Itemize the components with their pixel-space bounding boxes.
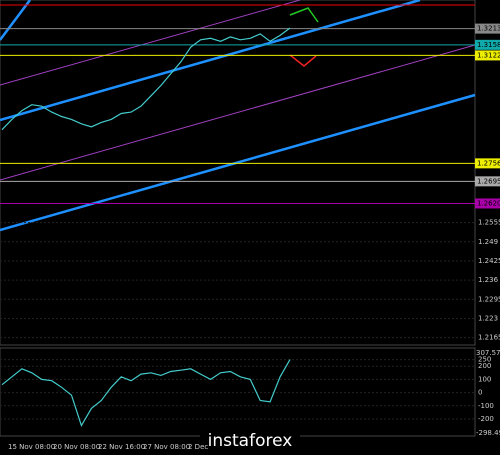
x-tick-label: 22 Nov 16:00 — [98, 443, 145, 451]
y-tick-label: 1.223 — [478, 314, 498, 322]
x-tick-label: 15 Nov 08:00 — [8, 443, 55, 451]
level-label: 1.3122 — [477, 51, 500, 59]
level-label: 1.3213 — [477, 25, 500, 33]
trend-line — [0, 0, 31, 41]
trend-line — [0, 93, 476, 232]
level-label-box — [475, 198, 500, 209]
y-tick-label: -100 — [478, 402, 494, 410]
y-tick-label: 250 — [478, 356, 491, 364]
y-tick-label: 1.2425 — [478, 257, 500, 265]
y-tick-label: 1.236 — [478, 276, 499, 284]
axis-limit-label: 307.5709 — [476, 349, 500, 357]
forecast-arrow — [289, 7, 319, 23]
level-label: 1.2620 — [477, 199, 500, 207]
y-tick-label: -200 — [478, 415, 494, 423]
level-label: 1.2756 — [477, 159, 500, 167]
y-tick-label: 1.249 — [478, 238, 498, 246]
level-label: 1.3158 — [477, 41, 500, 49]
y-tick-label: 200 — [478, 362, 491, 370]
x-tick-label: 20 Nov 08:00 — [53, 443, 100, 451]
level-label-box — [475, 158, 500, 169]
trend-line — [0, 0, 421, 122]
price-line — [1, 27, 291, 131]
y-tick-label: 1.2555 — [478, 219, 500, 227]
level-label-box — [475, 176, 500, 187]
y-tick-label: 1.2165 — [478, 334, 500, 342]
x-tick-label: 2 Dec — [188, 443, 208, 451]
level-label: 1.2695 — [477, 177, 500, 185]
y-tick-label: 0 — [478, 389, 482, 397]
y-tick-label: 1.2295 — [478, 295, 500, 303]
level-label-box — [475, 50, 500, 61]
axis-limit-label: -298.492 — [476, 429, 500, 437]
watermark: instaforex — [208, 431, 293, 451]
price-panel — [0, 0, 476, 346]
forecast-arrow — [289, 54, 317, 67]
x-tick-label: 27 Nov 08:00 — [143, 443, 190, 451]
cci-line — [1, 359, 291, 428]
level-label-box — [475, 39, 500, 50]
channel-line — [0, 0, 301, 86]
y-tick-label: 100 — [478, 375, 491, 383]
channel-line — [0, 44, 476, 181]
indicator-panel — [0, 347, 476, 437]
level-label-box — [475, 23, 500, 34]
